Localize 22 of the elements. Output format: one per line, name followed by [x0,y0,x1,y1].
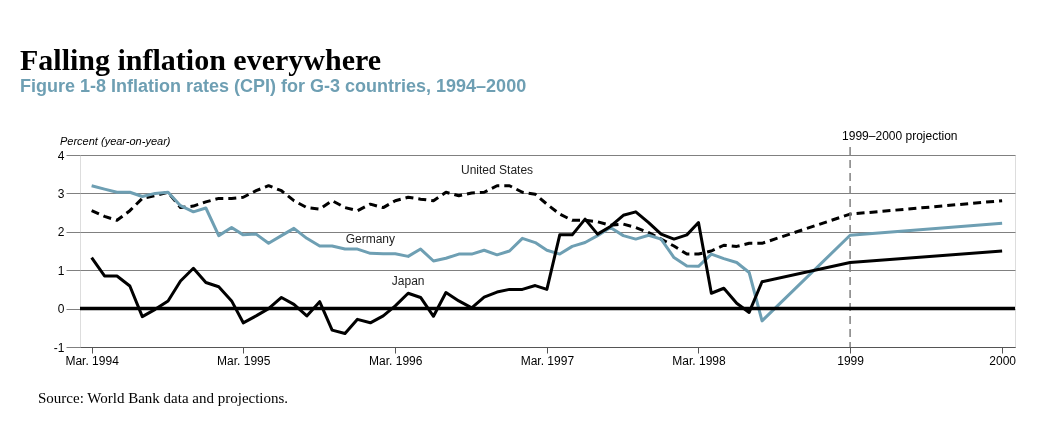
y-axis-title: Percent (year-on-year) [60,135,171,147]
ref-line-label: 1999–2000 projection [842,129,958,143]
x-tick-label: Mar. 1998 [672,353,726,368]
source-note: Source: World Bank data and projections. [38,390,289,406]
x-tick-label: 2000 [989,353,1017,368]
y-tick-label: 2 [57,225,65,240]
y-tick-label: -1 [53,340,65,355]
x-tick-label: Mar. 1994 [65,353,120,368]
y-tick-label: 0 [57,302,65,317]
x-tick-label: Mar. 1997 [520,353,575,368]
chart-subtitle: Figure 1-8 Inflation rates (CPI) for G-3 countries, 1994–2000 [20,76,527,96]
y-tick-label: 1 [57,263,65,278]
series-label: United States [461,162,534,177]
x-tick-label: Mar. 1995 [217,353,271,368]
line-series [90,184,1004,323]
series-label: Germany [345,232,396,247]
y-tick-label: 4 [57,148,65,163]
chart-title: Falling inflation everywhere [20,43,382,76]
y-tick-label: 3 [57,186,65,201]
x-tick-label: 1999 [837,353,865,368]
x-tick-label: Mar. 1996 [369,353,423,368]
series-label: Japan [391,274,425,289]
